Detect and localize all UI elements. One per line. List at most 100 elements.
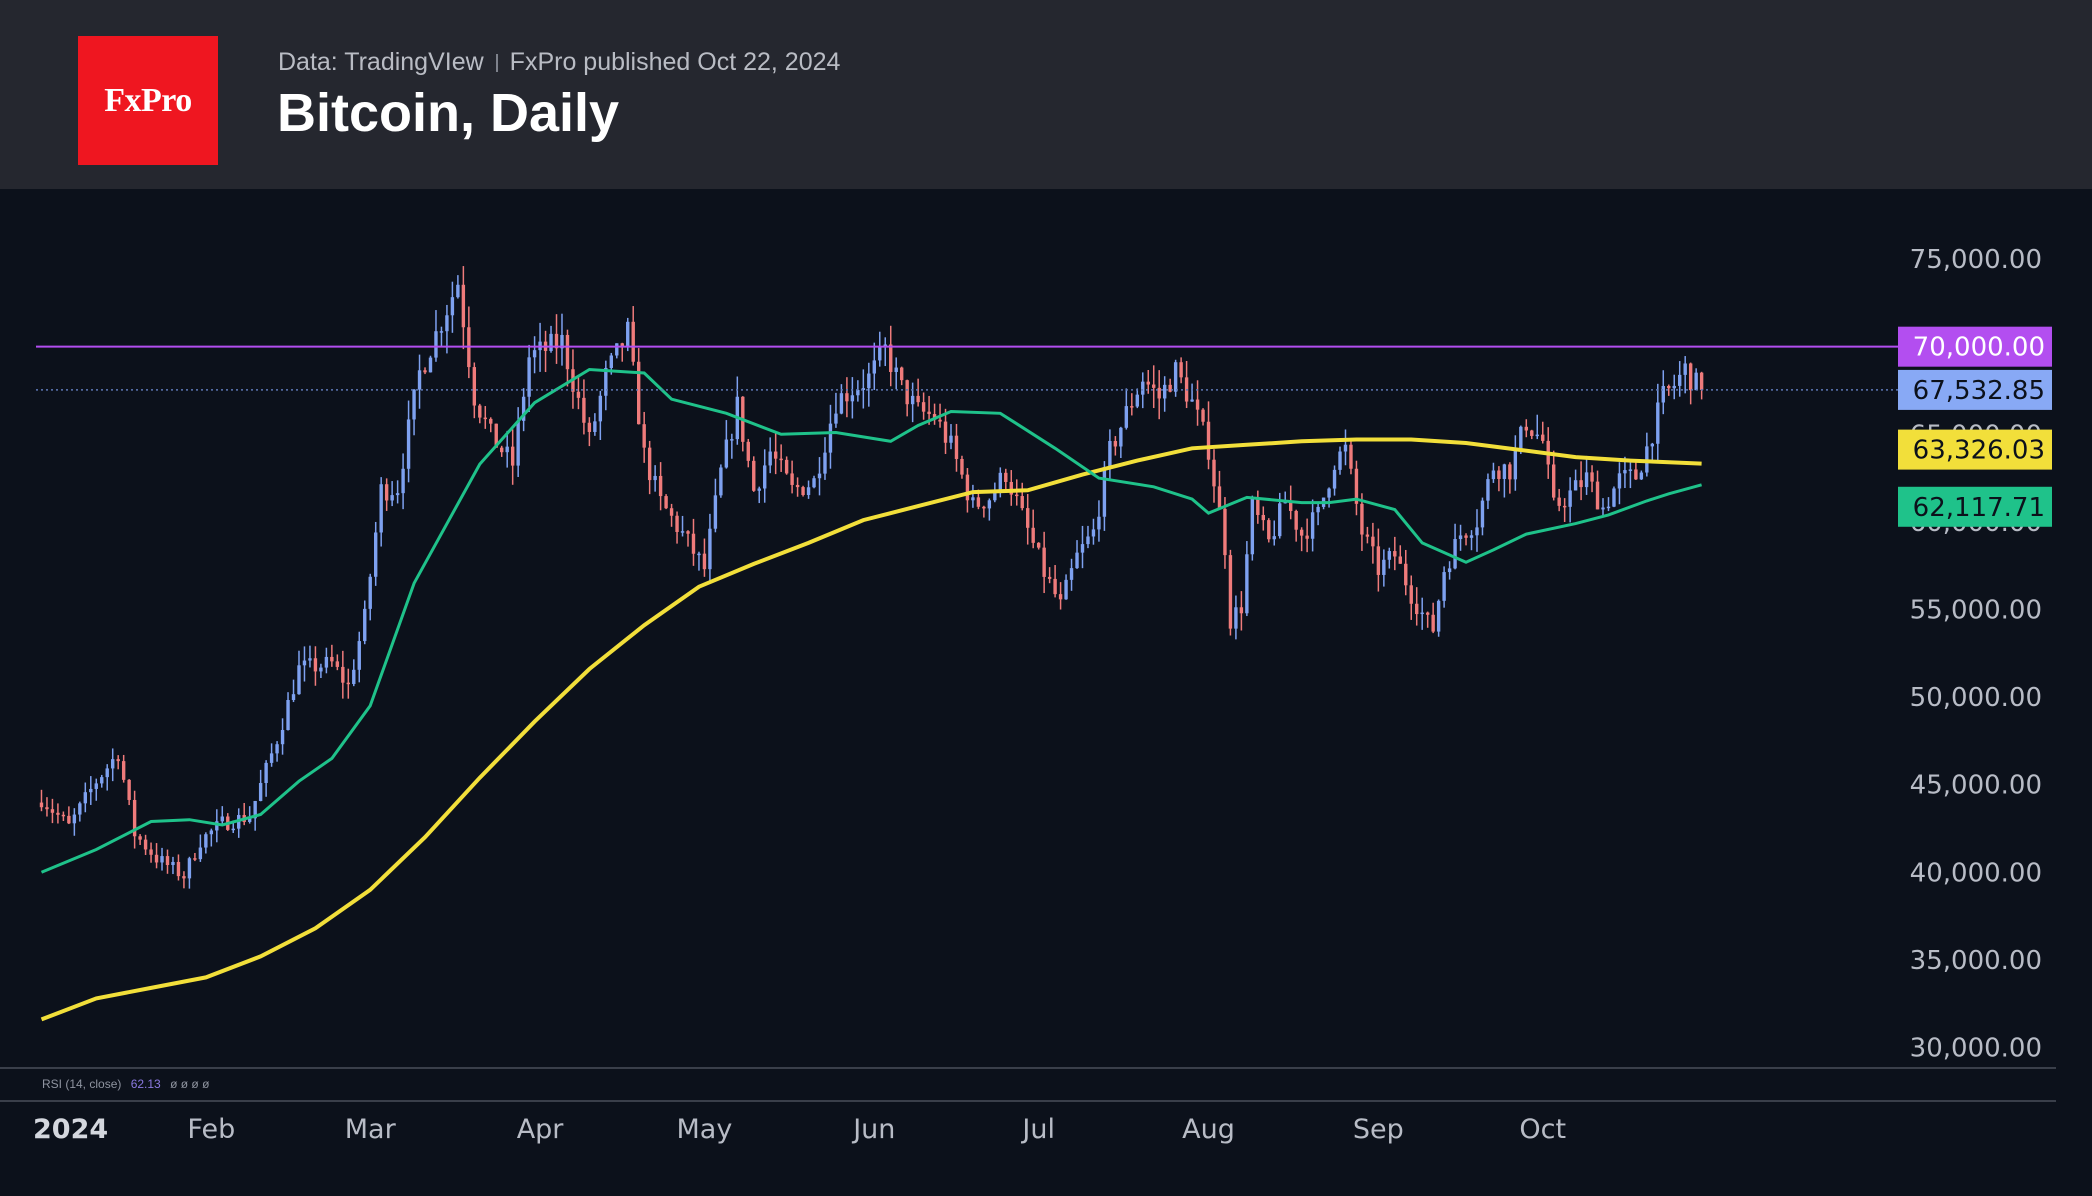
candle: [116, 755, 120, 770]
candle: [549, 325, 553, 353]
candles-layer: [39, 266, 1704, 889]
candle-body: [494, 423, 498, 448]
candle: [631, 306, 635, 366]
candle-body: [1119, 427, 1123, 447]
candle-body: [1217, 486, 1222, 509]
candle: [434, 310, 438, 362]
candle-body: [401, 468, 405, 494]
candle: [1579, 461, 1583, 501]
candle: [1656, 383, 1660, 461]
candle-body: [143, 839, 148, 850]
candle: [368, 573, 372, 621]
candle-body: [1206, 421, 1211, 460]
price-tag-bg: [1898, 369, 2052, 410]
candle: [1031, 509, 1035, 549]
candle-body: [1617, 473, 1622, 489]
candle: [1272, 520, 1276, 546]
candle: [1256, 490, 1260, 524]
candle-body: [620, 343, 624, 347]
candle: [702, 538, 707, 577]
candle-body: [193, 858, 197, 860]
candle: [1606, 497, 1611, 512]
candle: [187, 856, 192, 889]
candle-body: [121, 761, 126, 780]
meta-separator: [495, 53, 498, 72]
candle-body: [1004, 472, 1008, 482]
candle: [1442, 566, 1446, 608]
candle: [269, 743, 274, 767]
candle: [516, 407, 520, 478]
candle-body: [1316, 506, 1320, 513]
candle-body: [565, 334, 570, 370]
candle: [1332, 465, 1337, 496]
candle: [784, 456, 789, 475]
candle: [275, 741, 279, 762]
candle: [1420, 597, 1424, 630]
candle-body: [965, 474, 970, 501]
candle-body: [72, 814, 77, 824]
candle-body: [817, 473, 822, 479]
candle: [1168, 378, 1172, 393]
candle: [949, 424, 953, 450]
level-price-tag: 70,000.00: [1898, 326, 2052, 367]
candle: [1475, 509, 1479, 552]
candle: [1469, 530, 1474, 551]
candle-body: [1415, 603, 1419, 615]
candle: [626, 317, 630, 352]
candle: [1376, 528, 1381, 592]
candle: [308, 645, 312, 668]
x-tick-label: Jun: [851, 1114, 895, 1145]
candle: [467, 306, 471, 379]
candle-body: [516, 420, 520, 466]
y-axis: 30,000.00 35,000.00 40,000.00 45,000.00 50,0…: [1910, 245, 2042, 1063]
candle: [1530, 429, 1534, 440]
candle: [138, 834, 142, 845]
candle: [521, 388, 526, 432]
candle-body: [1031, 527, 1035, 543]
candle-body: [111, 759, 115, 769]
x-tick-label: 2024: [33, 1114, 108, 1145]
candle: [790, 460, 794, 494]
candle-body: [664, 496, 668, 509]
candle-body: [1453, 539, 1457, 569]
candle-body: [889, 344, 893, 373]
candle-body: [971, 497, 975, 501]
candle-body: [1332, 469, 1337, 489]
candle-body: [1179, 362, 1183, 378]
candle-body: [532, 350, 537, 358]
candle-body: [1278, 503, 1282, 537]
candle: [56, 803, 60, 824]
candle-body: [269, 753, 274, 763]
candle: [1645, 432, 1649, 477]
candle: [1617, 462, 1622, 505]
candle: [1497, 466, 1501, 492]
ma-short-line: [40, 367, 1702, 874]
candle-body: [1009, 481, 1013, 495]
candle: [363, 600, 367, 645]
candle: [264, 760, 268, 797]
candle: [1223, 497, 1227, 569]
candle-body: [1294, 510, 1298, 530]
candle-body: [456, 284, 460, 298]
ma-long-price-tag: 63,326.03: [1898, 429, 2052, 470]
candle-body: [335, 661, 340, 667]
candle: [1190, 383, 1194, 402]
candle: [346, 668, 351, 699]
candle-body: [1519, 426, 1523, 450]
candle: [61, 811, 66, 821]
candle: [587, 417, 592, 447]
candle-body: [954, 435, 959, 459]
candle-body: [1228, 555, 1233, 629]
y-tick-label: 45,000.00: [1910, 771, 2042, 801]
candle: [582, 379, 586, 435]
candle-body: [247, 818, 252, 822]
price-tag-bg: [1898, 429, 2052, 470]
candle: [598, 390, 603, 440]
candle: [1699, 371, 1704, 400]
candle: [1491, 462, 1496, 483]
candle-body: [757, 488, 761, 491]
candle: [45, 797, 49, 817]
candle: [1119, 426, 1123, 458]
candle-body: [1162, 384, 1167, 399]
candle: [1294, 509, 1298, 542]
